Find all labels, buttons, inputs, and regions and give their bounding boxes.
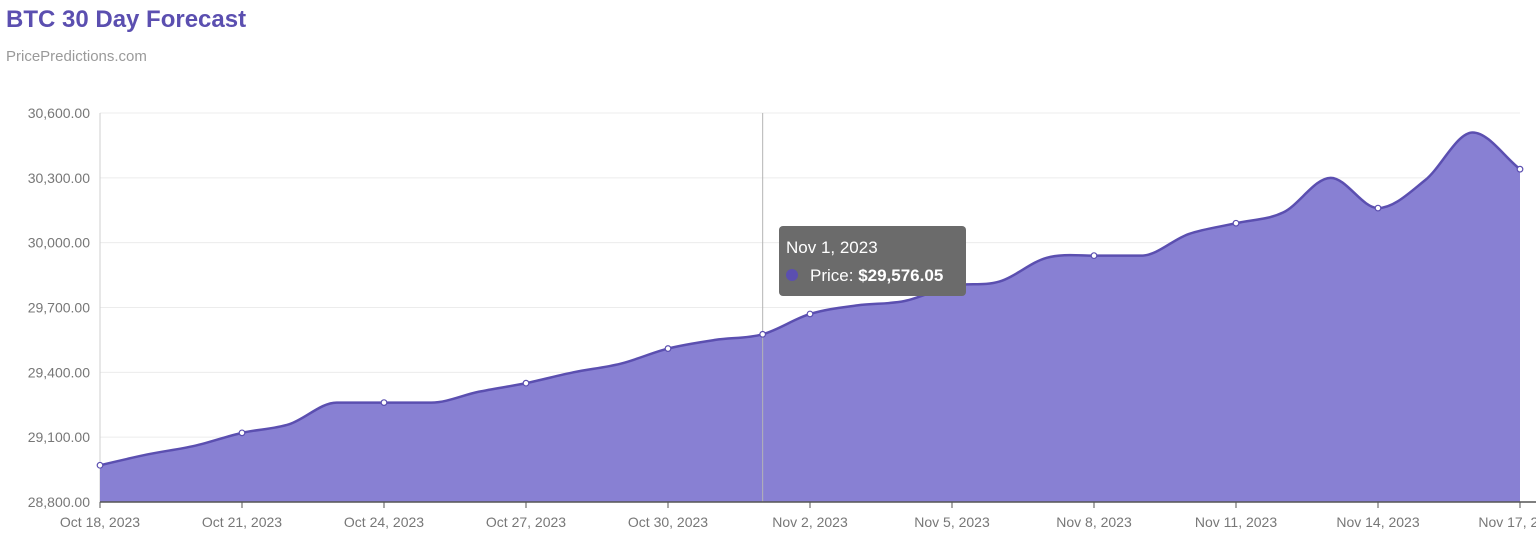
y-tick-label: 29,700.00 [28,300,90,316]
data-point [759,330,767,338]
y-tick-label: 30,300.00 [28,170,90,186]
data-point [1090,252,1098,260]
price-line [99,131,1521,467]
y-tick-label: 28,800.00 [28,494,90,510]
chart-title: BTC 30 Day Forecast [6,6,247,33]
y-tick-label: 29,100.00 [28,429,90,445]
tooltip-background [779,226,966,296]
data-point [238,429,246,437]
x-tick-label: Nov 8, 2023 [1056,514,1132,530]
data-point [1516,165,1524,173]
data-point [522,379,530,387]
x-tick-label: Oct 27, 2023 [486,514,566,530]
x-tick-label: Oct 21, 2023 [202,514,282,530]
x-tick-label: Nov 11, 2023 [1195,514,1277,530]
tooltip-value: $29,576.05 [858,266,943,285]
y-tick-label: 30,600.00 [28,105,90,121]
tooltip-series-marker [786,269,798,281]
data-point [96,461,104,469]
tooltip: Nov 1, 2023 Price: $29,576.05 [779,226,966,296]
tooltip-date: Nov 1, 2023 [786,238,878,257]
x-tick-label: Nov 17, 2023 [1478,514,1536,530]
x-tick-label: Nov 2, 2023 [772,514,848,530]
chart-subtitle: PricePredictions.com [6,48,147,65]
tooltip-label: Price: [810,266,858,285]
x-tick-label: Nov 5, 2023 [914,514,990,530]
x-axis: Oct 18, 2023 Oct 21, 2023 Oct 24, 2023 Oct … [60,501,1536,530]
x-tick-label: Nov 14, 2023 [1336,514,1419,530]
x-tick-label: Oct 18, 2023 [60,514,140,530]
x-tick-label: Oct 24, 2023 [344,514,424,530]
data-point [1232,219,1240,227]
y-tick-label: 30,000.00 [28,235,90,251]
data-point [1374,204,1382,212]
tooltip-text: Price: $29,576.05 [810,266,943,285]
y-tick-label: 29,400.00 [28,364,90,380]
y-axis: 30,600.00 30,300.00 30,000.00 29,700.00 29,4… [28,105,101,510]
data-point [806,310,814,318]
data-point [664,345,672,352]
x-tick-label: Oct 30, 2023 [628,514,708,530]
data-point [380,399,388,406]
